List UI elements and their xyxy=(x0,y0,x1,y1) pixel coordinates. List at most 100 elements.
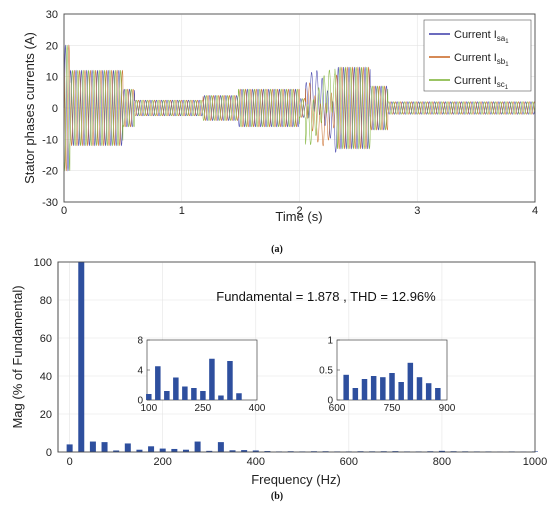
x-tick-label: 1000 xyxy=(523,456,547,468)
inset-x-tick-label: 250 xyxy=(195,403,212,414)
spectrum-bar xyxy=(124,443,131,452)
legend-subsubscript: 1 xyxy=(505,39,509,45)
spectrum-bar xyxy=(182,449,189,452)
spectrum-bar xyxy=(89,441,96,452)
x-tick-label: 800 xyxy=(433,456,451,468)
inset-y-tick-label: 1 xyxy=(327,336,333,347)
y-tick-label: 30 xyxy=(46,9,58,21)
panel-b-border xyxy=(57,261,536,453)
series-line-3 xyxy=(63,45,536,172)
inset-high-harmonics: 600 750 900 0 0.5 1 xyxy=(319,336,456,415)
panel-a-series xyxy=(63,44,536,172)
x-tick-label: 0 xyxy=(61,205,67,217)
inset-x-tick-label: 900 xyxy=(439,403,456,414)
panel-b-annotation: Fundamental = 1.878 , THD = 12.96% xyxy=(216,289,436,304)
y-tick-label: 0 xyxy=(46,447,52,459)
legend-label-3: Current Isc1 xyxy=(454,75,509,91)
inset-bar xyxy=(182,386,188,400)
spectrum-bar xyxy=(206,450,213,452)
y-tick-label: 10 xyxy=(46,72,58,84)
y-tick-label: 20 xyxy=(46,40,58,52)
spectrum-bar xyxy=(229,450,236,452)
spectrum-bar xyxy=(194,441,201,452)
spectrum-bar xyxy=(78,262,85,452)
y-tick-label: 20 xyxy=(40,409,52,421)
inset-bar xyxy=(398,382,404,400)
spectrum-bar xyxy=(171,448,178,452)
inset-bar xyxy=(218,395,224,400)
inset-bar xyxy=(146,394,152,400)
panel-a-plot: 0 1 2 3 4 -30 -20 -10 0 10 20 30 Time (s) Stator ph… xyxy=(22,9,538,255)
y-tick-label: 40 xyxy=(40,371,52,383)
x-tick-label: 2 xyxy=(296,205,302,217)
inset-y-tick-label: 0 xyxy=(137,396,143,407)
y-tick-label: 60 xyxy=(40,333,52,345)
panel-a-ylabel: Stator phases currents (A) xyxy=(22,32,37,184)
legend-name: Current I xyxy=(454,29,497,41)
inset-bar xyxy=(200,391,206,400)
inset-bar xyxy=(425,383,432,400)
y-tick-label: -30 xyxy=(42,197,58,209)
inset-bar xyxy=(416,377,423,400)
panel-b-ylabel: Mag (% of Fundamental) xyxy=(10,285,25,428)
inset-bar xyxy=(236,393,242,400)
spectrum-bar xyxy=(217,442,224,452)
y-tick-label: -20 xyxy=(42,166,58,178)
x-tick-label: 3 xyxy=(414,205,420,217)
panel-a-ticks: 0 1 2 3 4 -30 -20 -10 0 10 20 30 xyxy=(42,9,538,217)
inset-x-tick-label: 100 xyxy=(140,403,157,414)
spectrum-bar xyxy=(136,449,143,452)
inset-x-tick-label: 600 xyxy=(329,403,346,414)
spectrum-bar xyxy=(148,446,155,452)
legend-box xyxy=(423,19,532,92)
series-line-2 xyxy=(63,44,536,172)
spectrum-bar xyxy=(252,450,259,452)
spectrum-bar xyxy=(438,450,445,452)
inset-bar xyxy=(352,388,359,400)
legend-subsubscript: 1 xyxy=(505,62,509,68)
spectrum-bar xyxy=(159,448,166,452)
y-tick-label: 100 xyxy=(34,257,52,269)
inset-bar xyxy=(380,377,386,400)
inset-bar xyxy=(191,388,197,400)
spectrum-bar xyxy=(241,450,248,452)
legend-subscript: sb xyxy=(497,57,506,66)
panel-b-label: (b) xyxy=(271,491,283,502)
inset-bar xyxy=(435,388,441,400)
legend-label-2: Current Isb1 xyxy=(454,52,509,68)
spectrum-bar xyxy=(113,450,120,452)
panel-a-xlabel: Time (s) xyxy=(275,209,322,224)
inset-x-tick-label: 400 xyxy=(249,403,266,414)
inset-bar xyxy=(389,373,395,400)
panel-a-label: (a) xyxy=(271,244,283,255)
spectrum-bar xyxy=(66,444,73,452)
spectrum-bar xyxy=(392,451,399,452)
legend-name: Current I xyxy=(454,75,497,87)
inset-frame xyxy=(146,339,258,401)
inset-y-tick-label: 0.5 xyxy=(319,366,333,377)
x-tick-label: 1 xyxy=(179,205,185,217)
x-tick-label: 200 xyxy=(154,456,172,468)
y-tick-label: 80 xyxy=(40,295,52,307)
inset-low-harmonics: 100 250 400 0 4 8 xyxy=(137,336,265,415)
legend-label-1: Current Isa1 xyxy=(454,29,509,45)
spectrum-bar xyxy=(264,451,271,452)
series-line-1 xyxy=(63,44,536,172)
inset-bar xyxy=(343,374,349,400)
inset-y-tick-label: 0 xyxy=(327,396,333,407)
legend-subscript: sa xyxy=(497,34,506,43)
x-tick-label: 4 xyxy=(532,205,538,217)
panel-b-xlabel: Frequency (Hz) xyxy=(251,472,341,487)
panel-a-border xyxy=(63,13,536,203)
inset-bar xyxy=(164,391,170,400)
inset-bar xyxy=(361,379,368,400)
inset-x-tick-label: 750 xyxy=(384,403,401,414)
inset-y-tick-label: 4 xyxy=(137,366,143,377)
legend-subsubscript: 1 xyxy=(505,85,509,91)
y-tick-label: -10 xyxy=(42,134,58,146)
